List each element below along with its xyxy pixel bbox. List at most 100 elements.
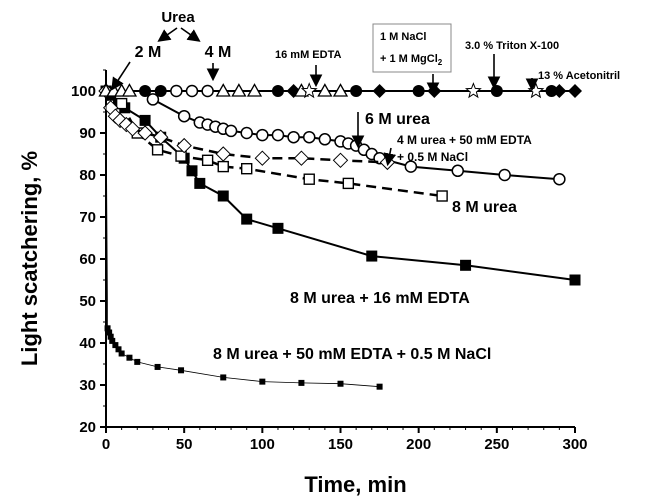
data-point (376, 383, 383, 390)
data-point (201, 84, 214, 98)
data-point (112, 342, 119, 349)
data-point (139, 85, 152, 97)
y-tick-label: 80 (79, 167, 96, 184)
data-point (137, 125, 153, 141)
annot-6m-urea: 6 M urea (365, 111, 430, 128)
data-point (436, 190, 448, 202)
data-point (271, 128, 285, 142)
data-point (568, 84, 582, 98)
data-point (224, 124, 238, 138)
x-axis-title: Time, min (304, 472, 406, 497)
data-point (194, 177, 206, 189)
data-point (254, 150, 271, 166)
annot-triton: 3.0 % Triton X-100 (465, 40, 559, 52)
data-point (118, 116, 135, 133)
data-point (240, 162, 253, 175)
data-point (178, 367, 185, 374)
data-point (220, 374, 227, 381)
data-point (337, 380, 344, 387)
data-point (350, 85, 363, 97)
data-point (342, 177, 355, 190)
data-point (372, 84, 387, 98)
annot-urea: Urea (161, 9, 195, 26)
data-point (553, 172, 566, 186)
annot-4m-edta-line1: 4 M urea + 50 mM EDTA (397, 133, 532, 147)
data-point (106, 329, 113, 336)
data-point (154, 363, 161, 370)
data-point (217, 190, 229, 202)
series-4 (104, 90, 383, 390)
data-point (241, 213, 253, 225)
data-point (153, 129, 169, 145)
x-tick-label: 100 (250, 436, 275, 453)
data-point (527, 82, 545, 99)
annot-acetonitril: 13 % Acetonitril (538, 70, 620, 82)
data-point (124, 121, 141, 137)
data-point (176, 137, 192, 154)
data-point (121, 83, 138, 97)
data-point (118, 350, 125, 357)
data-point (201, 154, 214, 167)
annotation-arrow (157, 27, 178, 42)
data-point (151, 144, 164, 156)
x-tick-label: 0 (102, 436, 110, 453)
series-2 (146, 93, 566, 186)
series-layer (98, 82, 582, 390)
data-point (259, 378, 266, 385)
series-0 (100, 85, 581, 286)
data-point (271, 85, 284, 97)
annot-4m-edta-line2: + 0.5 M NaCl (397, 150, 468, 164)
annot-nacl-line1: 1 M NaCl (380, 31, 426, 43)
axes-layer: 0 50 100 150 200 250 300 20 30 40 50 60 70 80 90 100 Tim… (17, 69, 588, 497)
y-tick-label: 100 (71, 83, 96, 100)
y-tick-label: 30 (79, 377, 96, 394)
data-point (240, 126, 253, 140)
annot-edta16: 16 mM EDTA (275, 49, 341, 61)
annot-8m-urea: 8 M urea (452, 199, 517, 216)
nacl-box (372, 23, 452, 73)
x-tick-label: 200 (406, 436, 431, 453)
data-point (412, 85, 425, 97)
data-point (215, 83, 231, 97)
data-point (332, 152, 349, 169)
y-axis-title: Light scatchering, % (17, 151, 42, 366)
data-point (427, 84, 442, 98)
data-point (154, 85, 167, 97)
data-point (185, 84, 199, 98)
data-point (170, 84, 183, 98)
annot-2m: 2 M (135, 44, 162, 61)
x-tick-label: 300 (562, 436, 587, 453)
data-point (115, 97, 128, 110)
data-point (256, 128, 269, 142)
data-point (104, 325, 111, 332)
data-point (293, 150, 310, 166)
data-point (109, 337, 116, 344)
data-point (115, 346, 122, 353)
annot-8m-edta50: 8 M urea + 50 mM EDTA + 0.5 M NaCl (213, 346, 491, 363)
data-point (272, 222, 284, 234)
y-tick-label: 50 (79, 293, 96, 310)
annotation-arrow (111, 61, 131, 91)
annotation-arrow (383, 147, 397, 167)
annot-8m-edta16: 8 M urea + 16 mM EDTA (290, 290, 470, 307)
data-point (451, 164, 464, 178)
data-point (302, 130, 316, 144)
data-point (460, 259, 472, 271)
data-point (317, 83, 333, 97)
series-line (105, 90, 576, 281)
annotation-arrow (180, 27, 201, 42)
data-point (177, 109, 191, 123)
data-point (107, 333, 114, 340)
data-point (569, 274, 581, 286)
data-point (332, 83, 349, 97)
data-point (303, 173, 315, 185)
data-point (231, 83, 247, 97)
y-tick-label: 40 (79, 335, 96, 352)
annot-nacl-line2: + 1 M MgCl2 (380, 53, 443, 67)
data-point (126, 354, 133, 361)
data-point (215, 146, 231, 162)
data-point (175, 150, 187, 162)
series-3 (98, 83, 396, 171)
data-point (246, 83, 263, 97)
